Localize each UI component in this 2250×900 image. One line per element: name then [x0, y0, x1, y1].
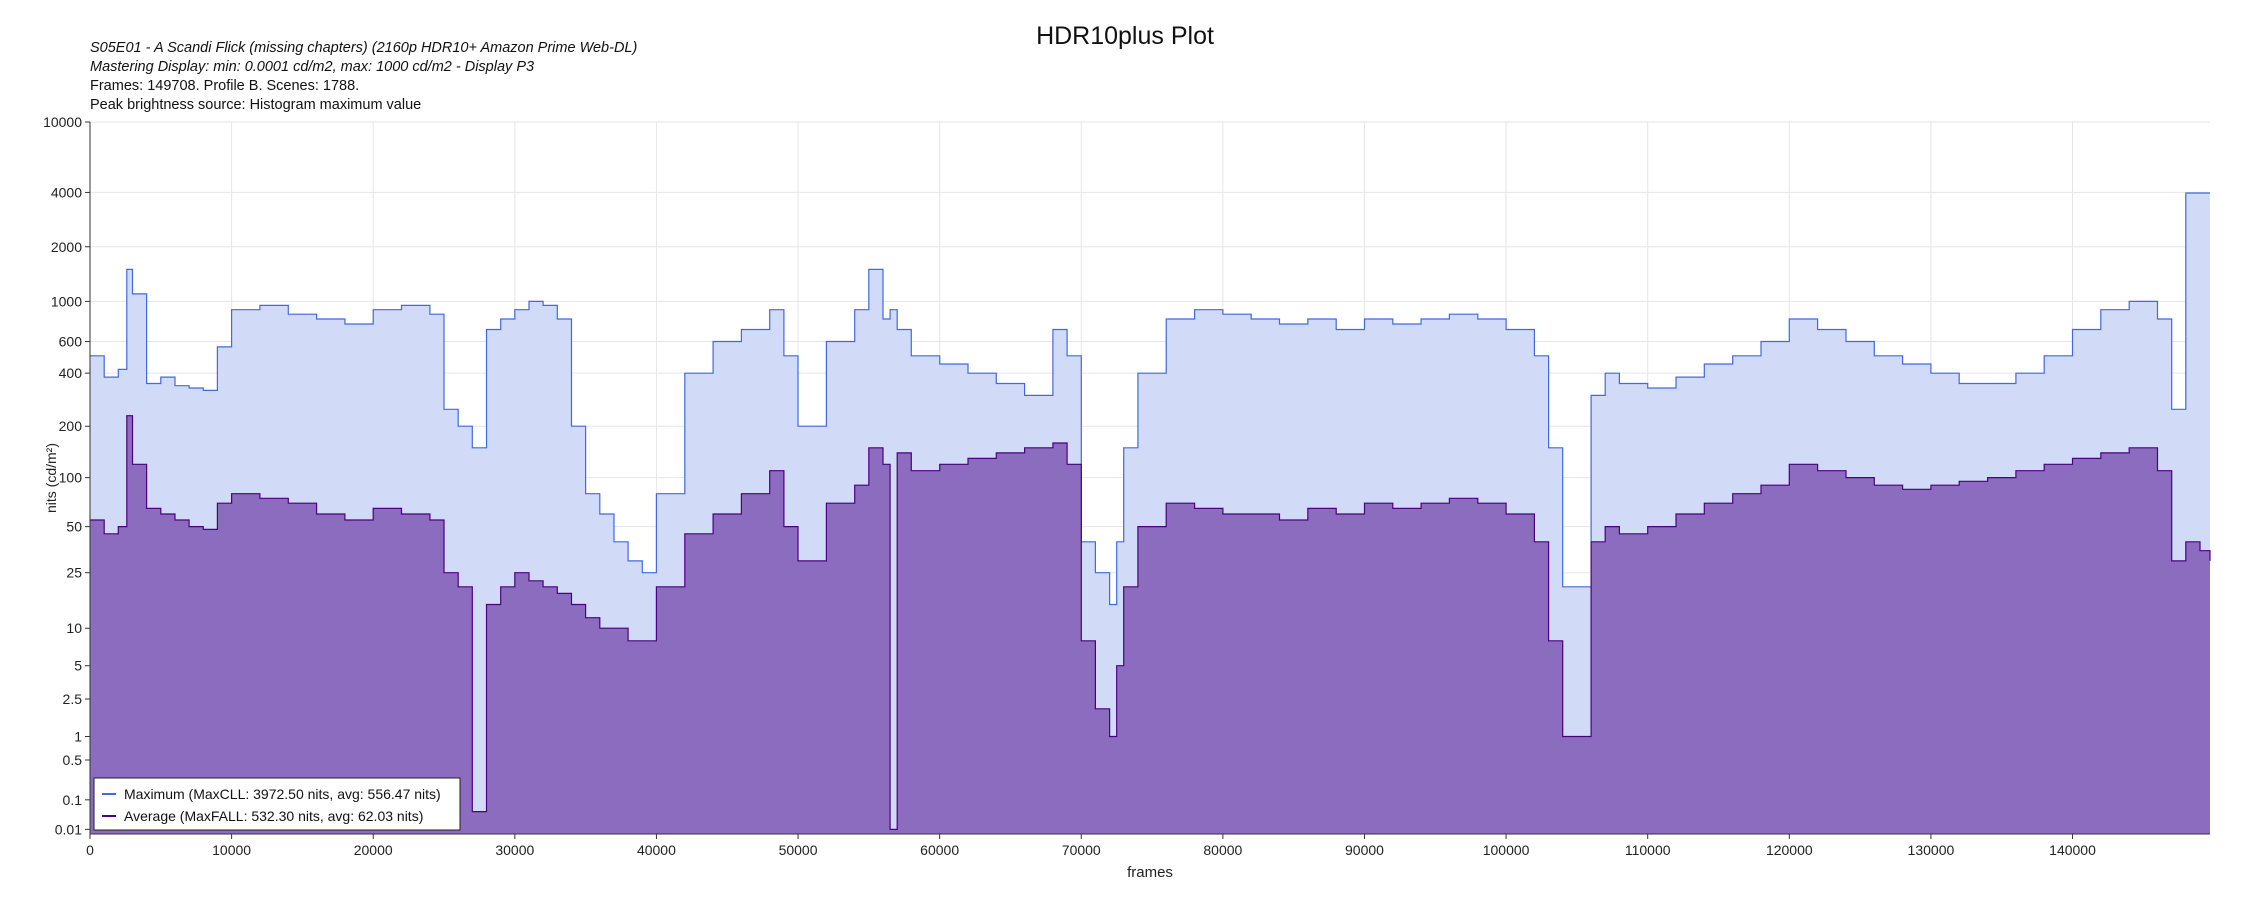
y-tick-label: 0.5: [63, 752, 83, 768]
x-tick-label: 10000: [212, 842, 251, 858]
chart-title: HDR10plus Plot: [1036, 22, 1214, 50]
y-tick-label: 5: [74, 658, 82, 674]
x-tick-label: 70000: [1062, 842, 1101, 858]
x-tick-label: 0: [86, 842, 94, 858]
y-tick-label: 4000: [51, 184, 82, 200]
y-axis-label: nits (cd/m²): [43, 443, 59, 513]
x-tick-label: 110000: [1625, 842, 1671, 858]
legend: Maximum (MaxCLL: 3972.50 nits, avg: 556.…: [93, 777, 461, 831]
x-tick-label: 80000: [1203, 842, 1242, 858]
y-tick-label: 0.1: [63, 792, 83, 808]
episode-subtitle: S05E01 - A Scandi Flick (missing chapter…: [90, 40, 638, 56]
y-tick-label: 400: [59, 365, 83, 381]
mastering-display-info: Mastering Display: min: 0.0001 cd/m2, ma…: [90, 59, 535, 75]
peak-source-info: Peak brightness source: Histogram maximu…: [90, 97, 422, 113]
y-tick-label: 2000: [51, 239, 82, 255]
x-axis-label: frames: [1127, 864, 1173, 881]
x-tick-label: 50000: [779, 842, 818, 858]
y-tick-label: 600: [59, 334, 83, 350]
axes: 0.01 0.1 0.5 1 2.5 5 10 25 50 100 200 400 600 1000 200…: [43, 114, 2210, 881]
frames-info: Frames: 149708. Profile B. Scenes: 1788.: [90, 78, 360, 94]
x-tick-label: 90000: [1345, 842, 1384, 858]
legend-label-maximum: Maximum (MaxCLL: 3972.50 nits, avg: 556.…: [124, 786, 441, 802]
series-areas: [90, 192, 2211, 834]
x-tick-label: 60000: [920, 842, 959, 858]
legend-box: [93, 777, 461, 831]
y-tick-label: 0.01: [55, 821, 82, 837]
y-tick-label: 50: [66, 519, 82, 535]
y-tick-label: 1000: [51, 293, 82, 309]
y-tick-label: 25: [66, 565, 82, 581]
series-average-fill: [90, 415, 2210, 834]
x-tick-label: 130000: [1908, 842, 1955, 858]
x-tick-label: 40000: [637, 842, 676, 858]
x-tick-label: 30000: [495, 842, 534, 858]
y-tick-label: 2.5: [63, 691, 83, 707]
y-tick-label: 200: [59, 418, 83, 434]
series-maximum-line: [90, 192, 2210, 606]
x-tick-label: 120000: [1766, 842, 1813, 858]
x-tick-label: 100000: [1483, 842, 1530, 858]
legend-label-average: Average (MaxFALL: 532.30 nits, avg: 62.0…: [124, 808, 423, 824]
y-tick-label: 10000: [43, 114, 82, 130]
x-tick-label: 140000: [2049, 842, 2096, 858]
y-tick-label: 1: [74, 729, 82, 745]
y-tick-label: 100: [59, 470, 83, 486]
series-average-line: [90, 415, 2211, 830]
x-tick-label: 20000: [354, 842, 393, 858]
y-tick-label: 10: [66, 620, 82, 636]
